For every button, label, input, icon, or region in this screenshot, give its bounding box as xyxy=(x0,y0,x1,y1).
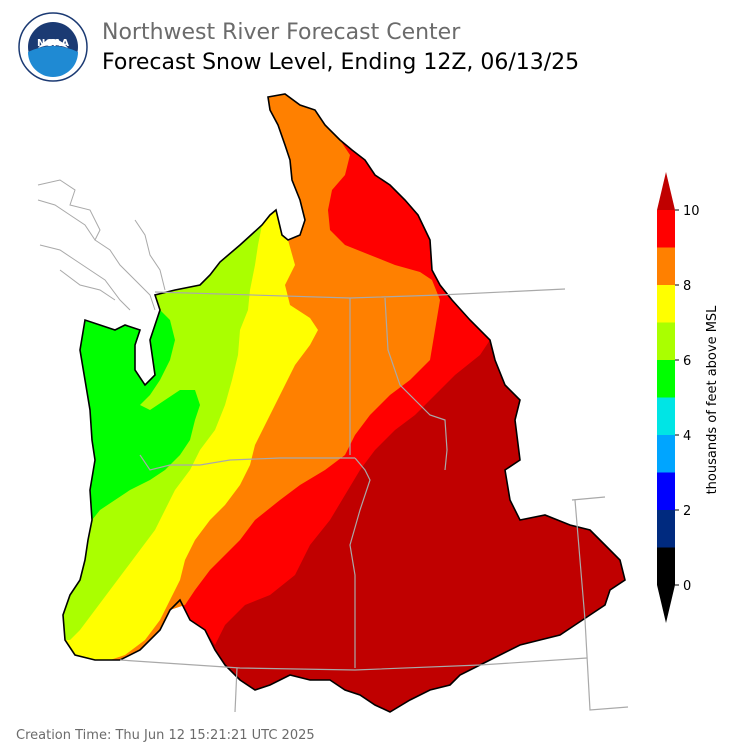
colorbar: 0 2 4 6 8 10 xyxy=(657,172,700,623)
org-title: Northwest River Forecast Center xyxy=(102,20,461,45)
colorbar-unit-label: thousands of feet above MSL xyxy=(705,305,720,495)
colorbar-ticks: 0 2 4 6 8 10 xyxy=(675,204,700,594)
southern-border xyxy=(119,657,588,671)
region-green xyxy=(80,310,200,520)
colorbar-bin-7 xyxy=(657,285,675,323)
state-boundaries xyxy=(119,288,629,713)
header: NOAA Northwest River Forecast Center For… xyxy=(0,0,756,90)
colorbar-tick-label-2: 4 xyxy=(683,429,691,444)
colorbar-tick-label-5: 10 xyxy=(683,204,700,219)
colorbar-bin-2 xyxy=(657,472,675,510)
colorbar-tick-label-4: 8 xyxy=(683,279,691,294)
colorbar-bin-6 xyxy=(657,322,675,360)
nv-or-border-south xyxy=(234,667,238,713)
logo-text: NOAA xyxy=(37,38,69,49)
colorbar-under-arrow xyxy=(657,585,675,623)
wy-border-east xyxy=(574,499,629,711)
colorbar-tick-label-1: 2 xyxy=(683,504,691,519)
colorbar-bin-9 xyxy=(657,210,675,248)
colorbar-tick-label-0: 0 xyxy=(683,579,691,594)
colorbar-bin-4 xyxy=(657,397,675,435)
colorbar-bins xyxy=(657,172,675,623)
colorbar-bin-5 xyxy=(657,360,675,398)
colorbar-bin-0 xyxy=(657,547,675,585)
or-id-border xyxy=(349,457,371,668)
canada-us-border xyxy=(154,288,566,299)
snow-level-map xyxy=(37,93,629,713)
creation-time: Creation Time: Thu Jun 12 15:21:21 UTC 2… xyxy=(16,728,315,743)
coastline-features xyxy=(37,179,166,311)
id-mt-border xyxy=(384,297,448,471)
colorbar-bin-3 xyxy=(657,435,675,473)
wy-border xyxy=(571,496,606,501)
basin-outline xyxy=(62,93,626,713)
colorbar-bin-1 xyxy=(657,510,675,548)
map-title: Forecast Snow Level, Ending 12Z, 06/13/2… xyxy=(102,50,580,75)
wa-or-border xyxy=(139,454,355,471)
colorbar-bin-8 xyxy=(657,247,675,285)
colorbar-tick-label-3: 6 xyxy=(683,354,691,369)
noaa-logo-icon: NOAA xyxy=(18,12,88,82)
colorbar-over-arrow xyxy=(657,172,675,210)
